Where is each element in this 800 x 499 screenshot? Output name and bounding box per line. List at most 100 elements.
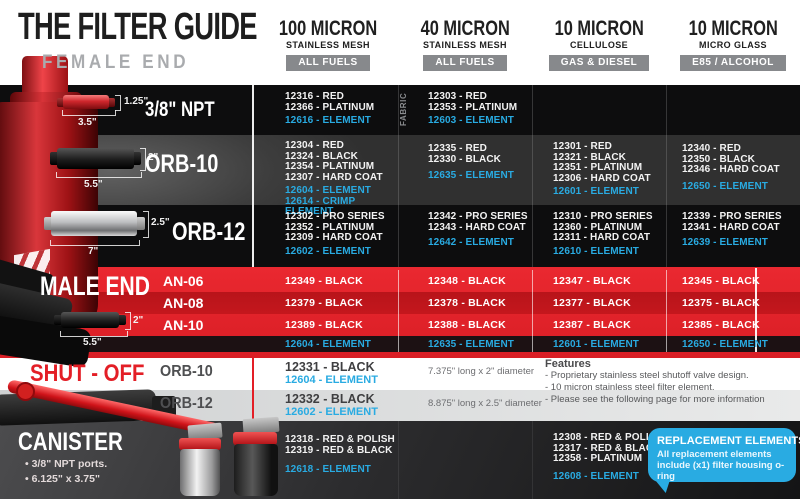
dimension-label: 7" <box>88 246 99 257</box>
part-number: 12375 - BLACK <box>682 297 760 309</box>
part-number: 12310 - PRO SERIES <box>553 211 653 222</box>
part-number: 12303 - RED <box>428 91 487 102</box>
part-number: 12307 - HARD COAT <box>285 171 383 183</box>
feature-item: - Please see the following page for more… <box>545 394 765 405</box>
row-label-shutoff-orb10: ORB-10 <box>160 363 219 381</box>
row-label-npt: 3/8" NPT <box>145 98 232 122</box>
element-list: 12635 - ELEMENT <box>428 170 546 182</box>
part-number: 12354 - PLATINUM <box>285 161 375 172</box>
part-number: 12331 - BLACK <box>285 360 375 374</box>
part-number: 12339 - PRO SERIES <box>682 211 782 222</box>
part-number: 12302 - PRO SERIES <box>285 211 385 222</box>
micron-text: 100 MICRON <box>278 17 378 40</box>
part-list: 12304 - RED 12324 - BLACK 12354 - PLATINUM… <box>285 140 403 183</box>
element-list: 12602 - ELEMENT <box>285 245 403 258</box>
element-list: 12608 - ELEMENT <box>553 470 671 483</box>
table-cell: 12304 - RED 12324 - BLACK 12354 - PLATINUM… <box>285 140 403 218</box>
fuel-badge: ALL FUELS <box>423 55 507 71</box>
dimension-label: 2" <box>133 315 144 326</box>
table-cell: 12302 - PRO SERIES 12352 - PLATINUM 12309 … <box>285 211 403 258</box>
row-label-text: ORB-10 <box>145 150 219 178</box>
row-label-orb12: ORB-12 <box>172 218 264 247</box>
element-list: 12603 - ELEMENT <box>428 115 546 127</box>
part-number: 12311 - HARD COAT <box>553 232 651 243</box>
column-divider <box>666 270 667 352</box>
column-header-40-micron: 40 MICRON STAINLESS MESH ALL FUELS <box>398 18 532 71</box>
male-end-label: MALE END <box>40 271 181 302</box>
row-label-an08: AN-08 <box>163 295 204 311</box>
part-number: 12318 - RED & POLISH <box>285 434 395 445</box>
part-number: 12306 - HARD COAT <box>553 172 651 184</box>
male-row-an08-stripe <box>0 292 800 314</box>
element-list: 12604 - ELEMENT 12614 - CRIMP ELEMENT <box>285 185 403 218</box>
part-number: 12332 - BLACK <box>285 392 375 406</box>
part-number: 12377 - BLACK <box>553 297 631 309</box>
part-list: 12340 - RED 12350 - BLACK 12346 - HARD COA… <box>682 143 800 176</box>
row-label-text: 3/8" NPT <box>145 98 215 121</box>
part-number: 12389 - BLACK <box>285 319 363 331</box>
right-edge-divider <box>755 268 757 352</box>
element-list: 12650 - ELEMENT <box>682 181 800 193</box>
shutoff-valve-pivot <box>16 382 35 401</box>
part-number: 12348 - BLACK <box>428 275 506 287</box>
element-list: 12601 - ELEMENT <box>553 186 671 198</box>
spec-text: 7.375" long x 2" diameter <box>428 366 535 377</box>
element-number: 12602 - ELEMENT <box>285 245 371 257</box>
element-number: 12642 - ELEMENT <box>428 237 514 248</box>
dimension-label: 5.5" <box>84 179 103 190</box>
element-number: 12603 - ELEMENT <box>428 115 514 126</box>
dimension-line <box>140 148 146 171</box>
element-number: 12604 - ELEMENT <box>285 374 378 386</box>
part-number: 12340 - RED <box>682 143 741 154</box>
table-cell: 12342 - PRO SERIES 12343 - HARD COAT 1264… <box>428 211 546 249</box>
dimension-line <box>125 312 131 330</box>
part-number: 12349 - BLACK <box>285 275 363 287</box>
canister-silver-photo <box>180 449 220 496</box>
part-number: 12319 - RED & BLACK <box>285 444 393 456</box>
column-divider <box>398 421 399 499</box>
dimension-line <box>60 331 128 337</box>
dimension-label: 3.5" <box>78 117 97 128</box>
female-end-text: FEMALE END <box>42 52 190 73</box>
part-number: 12342 - PRO SERIES <box>428 211 528 222</box>
element-number: 12614 - CRIMP ELEMENT <box>285 195 356 217</box>
row-label-shutoff-orb12: ORB-12 <box>160 395 219 413</box>
dimension-label: 2.5" <box>151 217 170 228</box>
micron-label: 100 MICRON <box>258 18 398 40</box>
element-number: 12608 - ELEMENT <box>553 470 639 482</box>
part-list: 12335 - RED 12330 - BLACK <box>428 143 546 165</box>
dimension-label: 2" <box>148 152 159 163</box>
row-orb10-background <box>0 135 800 205</box>
part-number: 12304 - RED <box>285 140 344 151</box>
micron-text: 10 MICRON <box>554 17 644 40</box>
fuel-badge: E85 / ALCOHOL <box>680 55 786 71</box>
male-end-text: MALE END <box>40 271 150 301</box>
element-number: 12610 - ELEMENT <box>553 245 639 257</box>
dimension-label: 5.5" <box>83 337 102 348</box>
table-cell: 12340 - RED 12350 - BLACK 12346 - HARD COA… <box>682 143 800 193</box>
table-cell: 12301 - RED 12321 - BLACK 12351 - PLATINUM… <box>553 141 671 198</box>
column-header-10-micron-cellulose: 10 MICRON CELLULOSE GAS & DIESEL <box>532 18 666 71</box>
part-number: 12324 - BLACK <box>285 150 358 162</box>
replacement-title: REPLACEMENT ELEMENTS <box>657 435 800 447</box>
canister-text: CANISTER <box>18 428 123 456</box>
column-header-100-micron: 100 MICRON STAINLESS MESH ALL FUELS <box>258 18 398 71</box>
table-cell: 12316 - RED 12366 - PLATINUM 12616 - ELEM… <box>285 91 403 127</box>
element-number: 12616 - ELEMENT <box>285 115 371 126</box>
part-number: 12366 - PLATINUM <box>285 101 375 113</box>
row-label-an06: AN-06 <box>163 273 204 289</box>
table-cell: 12335 - RED 12330 - BLACK 12635 - ELEMENT <box>428 143 546 182</box>
features-title: Features <box>545 358 591 370</box>
row-label-an10: AN-10 <box>163 317 204 333</box>
micron-text: 40 MICRON <box>420 17 510 40</box>
female-end-label: FEMALE END <box>42 52 206 74</box>
part-number: 12351 - PLATINUM <box>553 162 643 173</box>
dimension-line <box>56 172 142 178</box>
dimension-line <box>62 110 116 116</box>
media-label: MICRO GLASS <box>699 40 767 50</box>
media-label: CELLULOSE <box>569 40 629 50</box>
part-number: 12387 - BLACK <box>553 319 631 331</box>
fuel-badge: GAS & DIESEL <box>548 55 650 71</box>
feature-item: - Proprietary stainless steel shutoff va… <box>545 370 749 381</box>
canister-black-photo <box>234 444 278 496</box>
